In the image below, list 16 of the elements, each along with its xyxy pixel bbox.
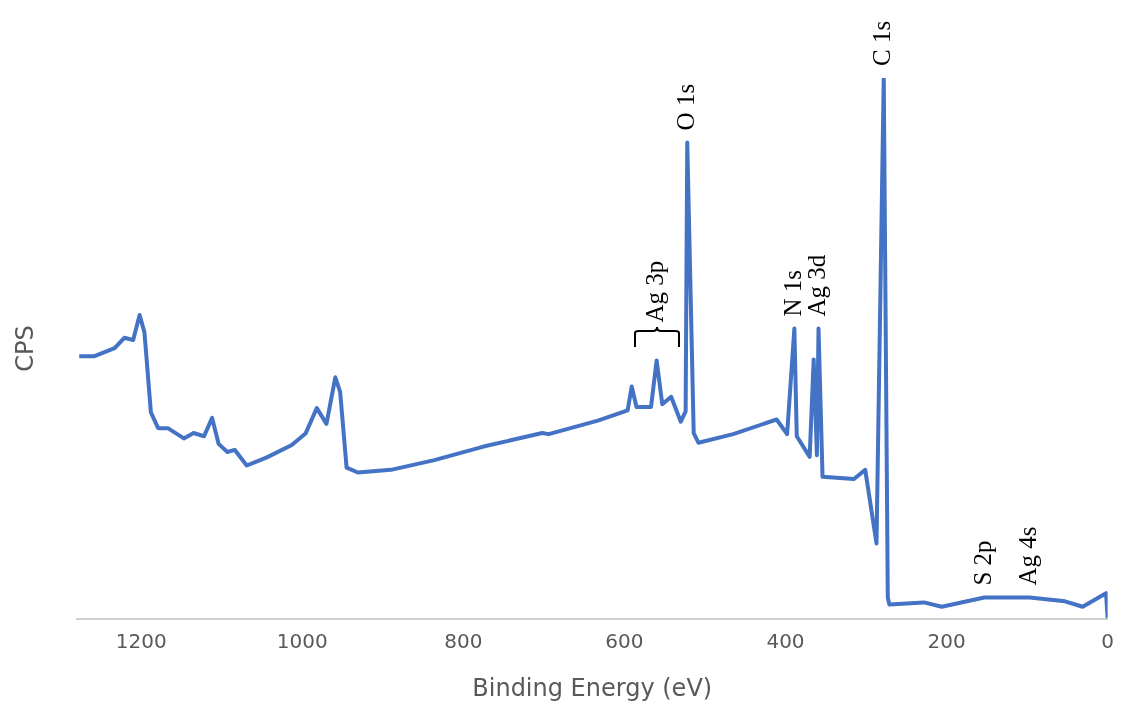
- x-axis-title: Binding Energy (eV): [472, 673, 713, 702]
- x-tick-label: 200: [927, 629, 966, 654]
- x-tick-label: 0: [1101, 629, 1114, 654]
- x-tick-label: 400: [766, 629, 805, 654]
- x-tick-label: 600: [605, 629, 644, 654]
- x-tick-label: 800: [444, 629, 483, 654]
- annotation: S 2p: [968, 540, 996, 586]
- annotation: C 1s: [868, 20, 896, 66]
- annotation: Ag 3d: [803, 254, 831, 317]
- y-axis-title: CPS: [10, 325, 39, 372]
- x-tick-label: 1200: [115, 629, 167, 654]
- annotation: O 1s: [671, 83, 699, 131]
- annotation: Ag 4s: [1014, 526, 1042, 586]
- x-tick-label: 1000: [276, 629, 328, 654]
- annotation: Ag 3p: [641, 260, 669, 323]
- annotation: N 1s: [778, 270, 806, 317]
